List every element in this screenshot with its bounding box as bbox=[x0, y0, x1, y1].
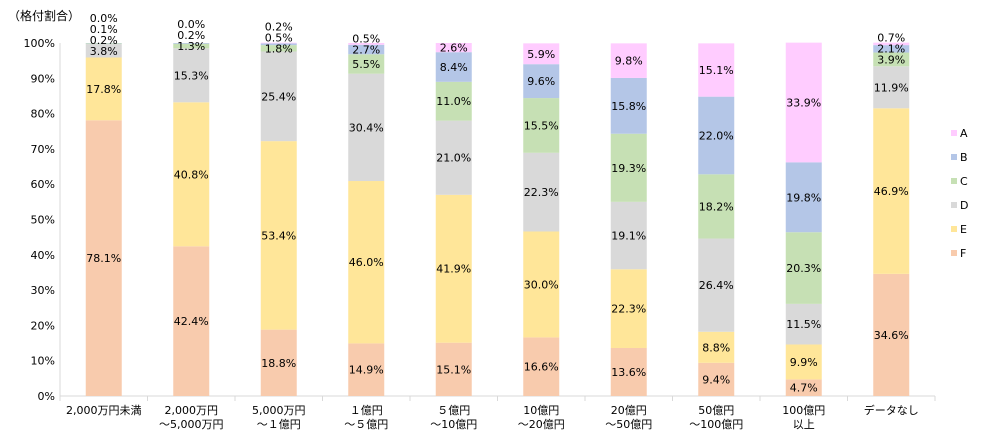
data-label: 15.5% bbox=[524, 119, 559, 132]
data-label: 78.1% bbox=[86, 252, 121, 265]
data-label: 41.9% bbox=[436, 263, 471, 276]
data-label: 0.2% bbox=[265, 20, 293, 33]
data-label: 26.4% bbox=[699, 279, 734, 292]
x-tick-label: ～５億円 bbox=[344, 418, 388, 431]
legend-label: D bbox=[960, 199, 968, 212]
x-tick-label: ～100億円 bbox=[689, 418, 743, 431]
data-label: 9.8% bbox=[615, 55, 643, 68]
y-tick-label: 60% bbox=[31, 178, 55, 191]
x-tick-label: 2,000万円 bbox=[165, 404, 219, 417]
x-tick-label: 5,000万円 bbox=[252, 404, 306, 417]
data-label: 14.9% bbox=[349, 364, 384, 377]
data-label: 11.5% bbox=[786, 318, 821, 331]
data-label: 18.8% bbox=[261, 357, 296, 370]
data-label: 19.8% bbox=[786, 191, 821, 204]
y-tick-label: 50% bbox=[31, 214, 55, 227]
data-label: 46.9% bbox=[874, 185, 909, 198]
data-label: 9.6% bbox=[527, 75, 555, 88]
data-label: 8.8% bbox=[702, 341, 730, 354]
x-tick-label: 50億円 bbox=[698, 404, 734, 417]
data-label: 53.4% bbox=[261, 229, 296, 242]
data-label: 2.6% bbox=[440, 42, 468, 55]
x-tick-label: 以上 bbox=[793, 418, 815, 431]
data-label: 40.8% bbox=[174, 168, 209, 181]
x-tick-label: ～50億円 bbox=[605, 418, 652, 431]
data-label: 42.4% bbox=[174, 315, 209, 328]
data-label: 16.6% bbox=[524, 361, 559, 374]
data-label: 9.4% bbox=[702, 373, 730, 386]
y-axis-title: （格付割合） bbox=[8, 8, 80, 23]
data-label: 0.0% bbox=[90, 12, 118, 25]
data-label: 25.4% bbox=[261, 90, 296, 103]
data-label: 46.0% bbox=[349, 256, 384, 269]
data-label: 22.3% bbox=[611, 303, 646, 316]
x-tick-label: 20億円 bbox=[611, 404, 647, 417]
data-label: 22.3% bbox=[524, 186, 559, 199]
x-tick-label: 100億円 bbox=[782, 404, 825, 417]
legend-swatch-E bbox=[951, 226, 957, 232]
data-label: 8.4% bbox=[440, 61, 468, 74]
x-tick-label: ５億円 bbox=[437, 404, 470, 417]
data-label: 15.3% bbox=[174, 69, 209, 82]
data-label: 5.5% bbox=[352, 58, 380, 71]
y-tick-label: 70% bbox=[31, 143, 55, 156]
data-label: 19.1% bbox=[611, 230, 646, 243]
data-label: 0.7% bbox=[877, 31, 905, 44]
data-label: 0.5% bbox=[352, 33, 380, 46]
y-tick-label: 20% bbox=[31, 319, 55, 332]
x-tick-label: １億円 bbox=[350, 404, 383, 417]
data-label: 11.0% bbox=[436, 95, 471, 108]
x-tick-label: ～１億円 bbox=[257, 418, 301, 431]
y-tick-label: 40% bbox=[31, 249, 55, 262]
legend-swatch-F bbox=[951, 250, 957, 256]
legend-label: B bbox=[960, 151, 968, 164]
y-tick-label: 100% bbox=[24, 37, 55, 50]
legend-swatch-A bbox=[951, 130, 957, 136]
data-label: 22.0% bbox=[699, 129, 734, 142]
x-tick-label: 2,000万円未満 bbox=[66, 404, 142, 417]
data-label: 33.9% bbox=[786, 96, 821, 109]
x-tick-label: ～20億円 bbox=[518, 418, 565, 431]
data-label: 13.6% bbox=[611, 366, 646, 379]
y-tick-label: 30% bbox=[31, 284, 55, 297]
data-label: 20.3% bbox=[786, 262, 821, 275]
y-tick-label: 80% bbox=[31, 108, 55, 121]
data-label: 34.6% bbox=[874, 329, 909, 342]
data-label: 4.7% bbox=[790, 382, 818, 395]
legend-label: F bbox=[960, 247, 966, 260]
legend-swatch-D bbox=[951, 202, 957, 208]
data-label: 21.0% bbox=[436, 152, 471, 165]
legend-label: E bbox=[960, 223, 967, 236]
legend-swatch-B bbox=[951, 154, 957, 160]
y-tick-label: 10% bbox=[31, 355, 55, 368]
y-tick-label: 90% bbox=[31, 72, 55, 85]
data-label: 9.9% bbox=[790, 356, 818, 369]
data-label: 5.9% bbox=[527, 48, 555, 61]
x-tick-label: 10億円 bbox=[523, 404, 559, 417]
x-tick-label: ～10億円 bbox=[430, 418, 477, 431]
data-label: 18.2% bbox=[699, 200, 734, 213]
x-tick-label: ～5,000万円 bbox=[159, 418, 224, 431]
x-tick-label: データなし bbox=[864, 403, 919, 417]
data-label: 15.1% bbox=[436, 363, 471, 376]
data-label: 30.0% bbox=[524, 278, 559, 291]
legend-label: A bbox=[960, 127, 968, 140]
y-tick-label: 0% bbox=[38, 390, 55, 403]
legend-label: C bbox=[960, 175, 968, 188]
legend-swatch-C bbox=[951, 178, 957, 184]
data-label: 15.8% bbox=[611, 100, 646, 113]
data-label: 19.3% bbox=[611, 162, 646, 175]
data-label: 30.4% bbox=[349, 121, 384, 134]
data-label: 0.0% bbox=[177, 18, 205, 31]
data-label: 15.1% bbox=[699, 64, 734, 77]
data-label: 17.8% bbox=[86, 83, 121, 96]
data-label: 11.9% bbox=[874, 81, 909, 94]
